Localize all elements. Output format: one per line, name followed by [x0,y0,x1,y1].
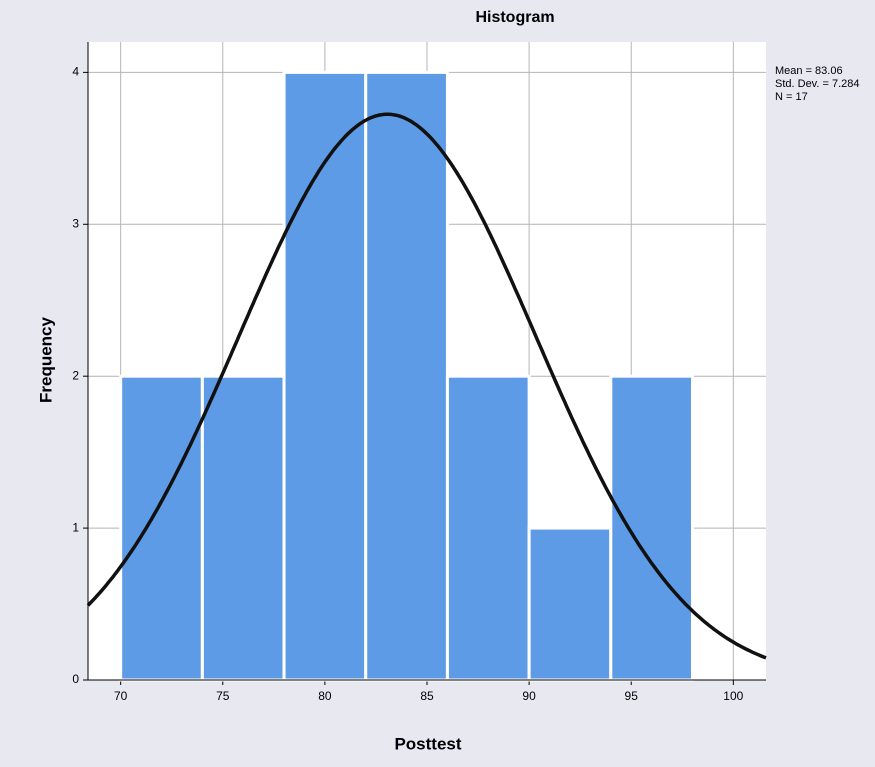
y-axis-label: Frequency [36,316,55,403]
x-tick-label: 95 [625,689,639,703]
bar [529,528,611,680]
bar [447,376,529,680]
chart-title: Histogram [475,9,554,26]
y-tick-label: 2 [72,368,79,382]
x-tick-label: 75 [216,689,230,703]
bar [366,72,448,680]
stats-label: Mean = 83.06 [775,65,843,77]
stats-label: Std. Dev. = 7.284 [775,78,860,90]
bar [121,376,203,680]
chart: Histogram Posttest Frequency 0 1 2 3 4 70 75 80… [0,0,875,767]
x-tick-label: 90 [522,689,536,703]
x-tick-label: 100 [723,689,743,703]
stats-label: N = 17 [775,91,808,103]
y-tick-label: 4 [72,65,79,79]
x-tick-label: 70 [114,689,128,703]
bar [611,376,693,680]
x-axis-label: Posttest [394,734,461,753]
y-tick-label: 3 [72,216,79,230]
x-tick-label: 85 [420,689,434,703]
x-tick-label: 80 [318,689,332,703]
y-tick-label: 1 [72,520,79,534]
y-tick-label: 0 [72,672,79,686]
bar [202,376,284,680]
